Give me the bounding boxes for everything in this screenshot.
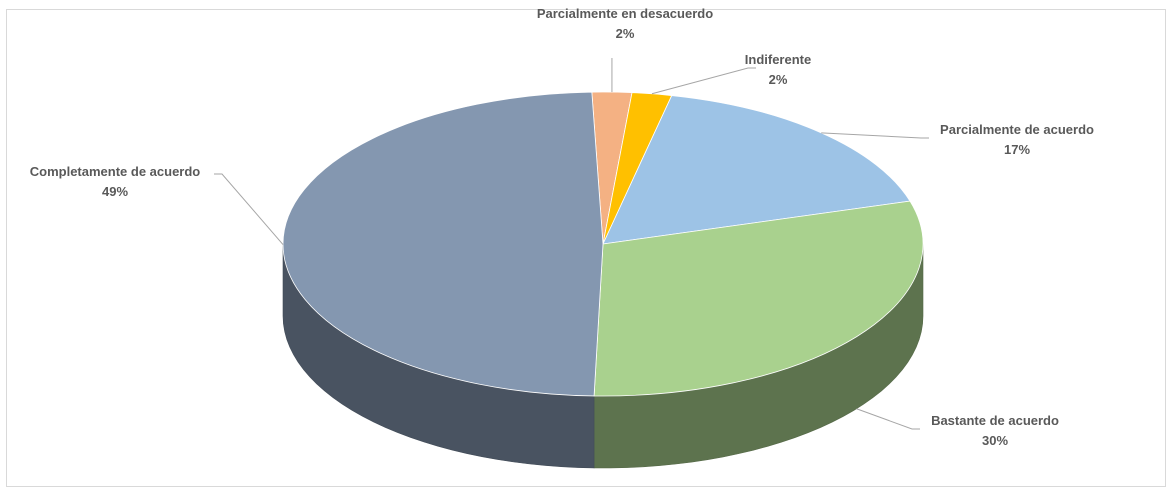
slice-value-4: 49%	[102, 184, 128, 199]
pie-slices	[282, 91, 924, 397]
data-labels: Parcialmente en desacuerdo 2% Indiferente 2…	[30, 6, 1094, 448]
slice-value-3: 30%	[982, 433, 1008, 448]
slice-value-2: 17%	[1004, 142, 1030, 157]
slice-label-3: Bastante de acuerdo	[931, 413, 1059, 428]
leader-line-3	[856, 408, 920, 430]
slice-label-0: Parcialmente en desacuerdo	[537, 6, 713, 21]
slice-label-1: Indiferente	[745, 52, 811, 67]
leader-line-2	[821, 132, 929, 139]
leader-line-4	[214, 173, 284, 245]
leader-line-1	[651, 67, 756, 95]
pie-slice-3	[593, 200, 924, 397]
pie-slice-2	[602, 95, 911, 245]
slice-label-2: Parcialmente de acuerdo	[940, 122, 1094, 137]
slice-value-1: 2%	[769, 72, 788, 87]
leader-lines	[214, 58, 929, 430]
slice-value-0: 2%	[616, 26, 635, 41]
pie-slice-4	[282, 91, 604, 397]
slice-label-4: Completamente de acuerdo	[30, 164, 201, 179]
